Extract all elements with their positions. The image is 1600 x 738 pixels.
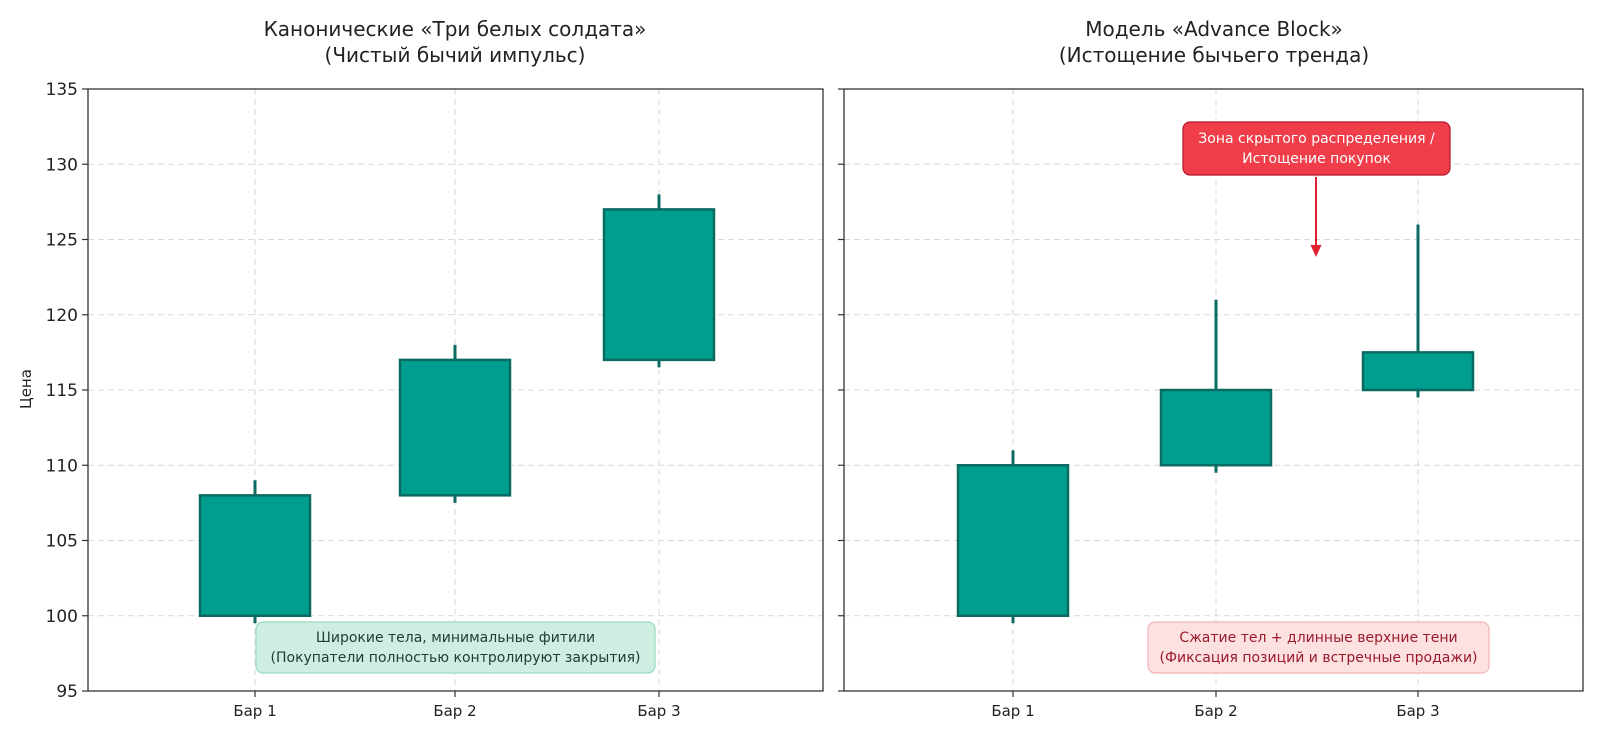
y-tick-label: 135 (46, 80, 78, 100)
candle-body (398, 358, 512, 497)
x-tick-label: Бар 1 (991, 702, 1034, 720)
candle-body (956, 464, 1070, 617)
y-tick-label: 110 (46, 456, 78, 476)
left-x-ticks: Бар 1 Бар 2 Бар 3 (233, 691, 681, 720)
x-tick-label: Бар 3 (1396, 702, 1439, 720)
x-tick-label: Бар 2 (433, 702, 476, 720)
left-annotation-line-2: (Покупатели полностью контролируют закры… (271, 650, 641, 666)
left-title-line-2: (Чистый бычий импульс) (325, 43, 586, 67)
right-y-ticks (838, 88, 844, 692)
x-tick-label: Бар 3 (637, 702, 680, 720)
y-tick-label: 120 (46, 306, 78, 326)
right-annotation-line-1: Сжатие тел + длинные верхние тени (1179, 630, 1457, 646)
x-tick-label: Бар 1 (233, 702, 276, 720)
candle-body (1361, 351, 1475, 392)
right-annotation-line-2: (Фиксация позиций и встречные продажи) (1159, 650, 1477, 666)
right-panel: Модель «Advance Block» (Истощение бычьег… (838, 17, 1584, 720)
y-axis-label: Цена (17, 369, 35, 409)
callout-arrow (1310, 177, 1322, 257)
y-tick-label: 125 (46, 231, 78, 251)
y-tick-label: 95 (56, 682, 78, 702)
callout-box: Зона скрытого распределения / Истощение … (1182, 121, 1451, 176)
y-tick-label: 100 (46, 607, 78, 627)
y-tick-label: 115 (46, 381, 78, 401)
callout-line-2: Истощение покупок (1242, 151, 1391, 167)
right-title-line-2: (Истощение бычьего тренда) (1059, 43, 1369, 67)
y-tick-label: 105 (46, 532, 78, 552)
right-annotation-box: Сжатие тел + длинные верхние тени (Фикса… (1147, 621, 1490, 674)
left-panel: Канонические «Три белых солдата» (Чистый… (17, 17, 824, 720)
candle-body (602, 208, 716, 362)
left-title-line-1: Канонические «Три белых солдата» (264, 17, 647, 41)
right-x-ticks: Бар 1 Бар 2 Бар 3 (991, 691, 1440, 720)
candle-body (198, 494, 312, 618)
left-annotation-line-1: Широкие тела, минимальные фитили (316, 630, 595, 646)
right-candles (956, 224, 1475, 624)
left-candles (198, 194, 716, 624)
right-title-line-1: Модель «Advance Block» (1085, 17, 1343, 41)
candle-body (1159, 388, 1273, 467)
left-annotation-box: Широкие тела, минимальные фитили (Покупа… (255, 621, 656, 674)
y-tick-label: 130 (46, 155, 78, 175)
x-tick-label: Бар 2 (1194, 702, 1237, 720)
left-y-ticks: 95 100 105 110 115 120 125 130 135 (46, 80, 88, 702)
left-plot-frame (87, 88, 824, 692)
callout-line-1: Зона скрытого распределения / (1198, 131, 1435, 147)
right-plot-frame (843, 88, 1584, 692)
